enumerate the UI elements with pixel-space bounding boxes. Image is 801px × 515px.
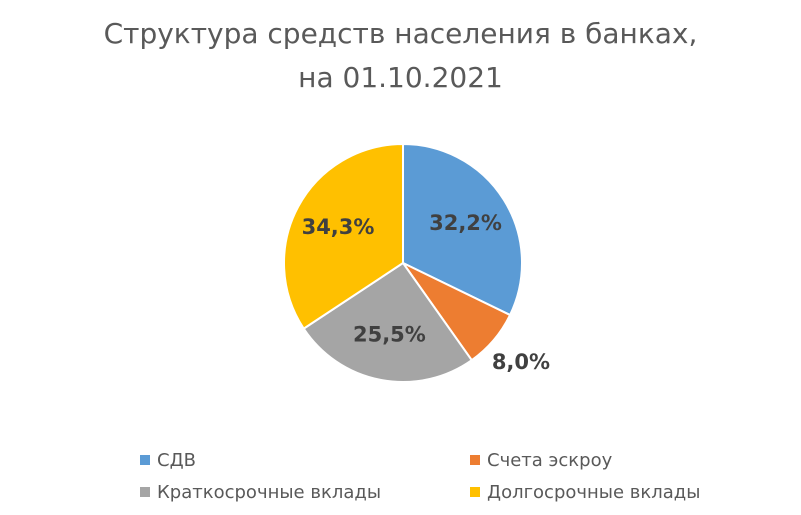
- legend-swatch: [470, 455, 480, 465]
- legend-label: Краткосрочные вклады: [157, 482, 381, 503]
- legend-label: Счета эскроу: [487, 450, 613, 471]
- data-label: 25,5%: [353, 323, 426, 347]
- legend-swatch: [140, 455, 150, 465]
- legend-label: Долгосрочные вклады: [487, 482, 700, 503]
- pie-slice: [302, 261, 474, 383]
- legend-swatch: [470, 487, 480, 497]
- pie-slice: [283, 142, 404, 331]
- data-label: 8,0%: [492, 350, 550, 374]
- data-label: 34,3%: [302, 215, 375, 239]
- data-label: 32,2%: [429, 211, 502, 235]
- pie-slice: [402, 142, 523, 317]
- chart-title: Структура средств населения в банках, на…: [103, 17, 698, 94]
- legend-label: СДВ: [157, 450, 196, 471]
- legend-swatch: [140, 487, 150, 497]
